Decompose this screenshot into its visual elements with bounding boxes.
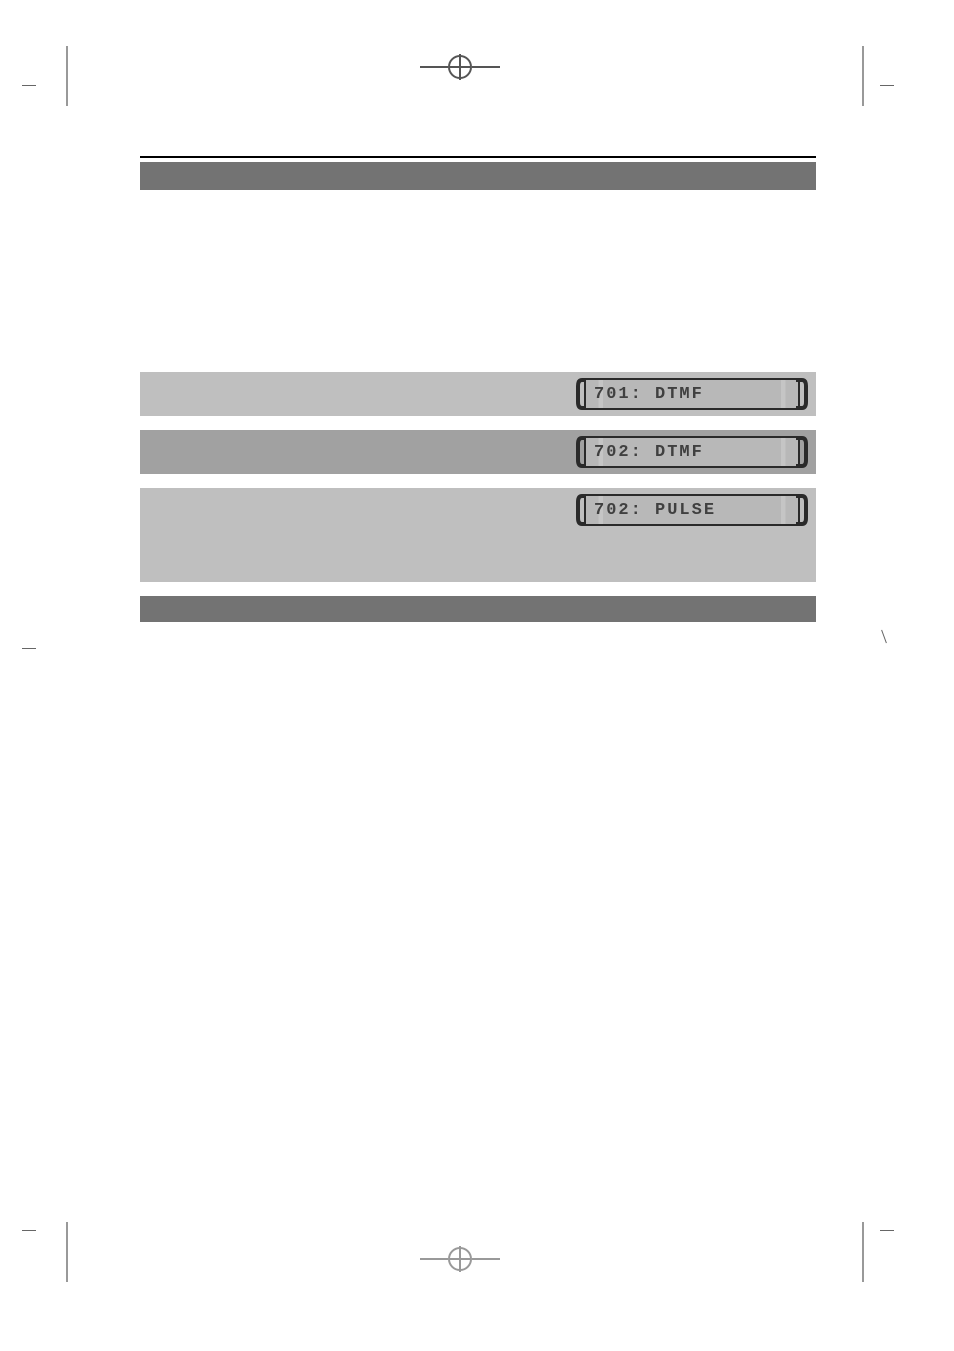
lcd-display: 701: DTMF [576, 378, 808, 410]
crop-mark-br-h [880, 1230, 894, 1231]
lcd-bracket-icon [794, 494, 808, 526]
page-content: 701: DTMF 702: DTMF 702: PULSE [140, 156, 816, 622]
step-row: 702: PULSE [140, 488, 816, 582]
step-row: 702: DTMF [140, 430, 816, 474]
trim-dash-left-top [22, 648, 36, 649]
lcd-bracket-icon [794, 378, 808, 410]
crop-mark-bl-h [22, 1230, 36, 1231]
section-title-bar [140, 162, 816, 190]
crop-mark-tr-h [880, 85, 894, 86]
crop-mark-bl-v [66, 1222, 68, 1282]
lcd-display: 702: PULSE [576, 494, 808, 526]
section-footer-bar [140, 596, 816, 622]
step-row: 701: DTMF [140, 372, 816, 416]
crop-mark-tr-v [862, 46, 864, 106]
lcd-text: 702: PULSE [584, 494, 800, 526]
crop-mark-tl-v [66, 46, 68, 106]
lcd-text: 701: DTMF [584, 378, 800, 410]
registration-mark-bottom [420, 1244, 500, 1274]
registration-mark-top [420, 52, 500, 82]
trim-dash-right-top [881, 630, 887, 643]
crop-mark-br-v [862, 1222, 864, 1282]
lcd-text: 702: DTMF [584, 436, 800, 468]
lcd-display: 702: DTMF [576, 436, 808, 468]
lcd-bracket-icon [794, 436, 808, 468]
crop-mark-tl-h [22, 85, 36, 86]
header-rule [140, 156, 816, 158]
